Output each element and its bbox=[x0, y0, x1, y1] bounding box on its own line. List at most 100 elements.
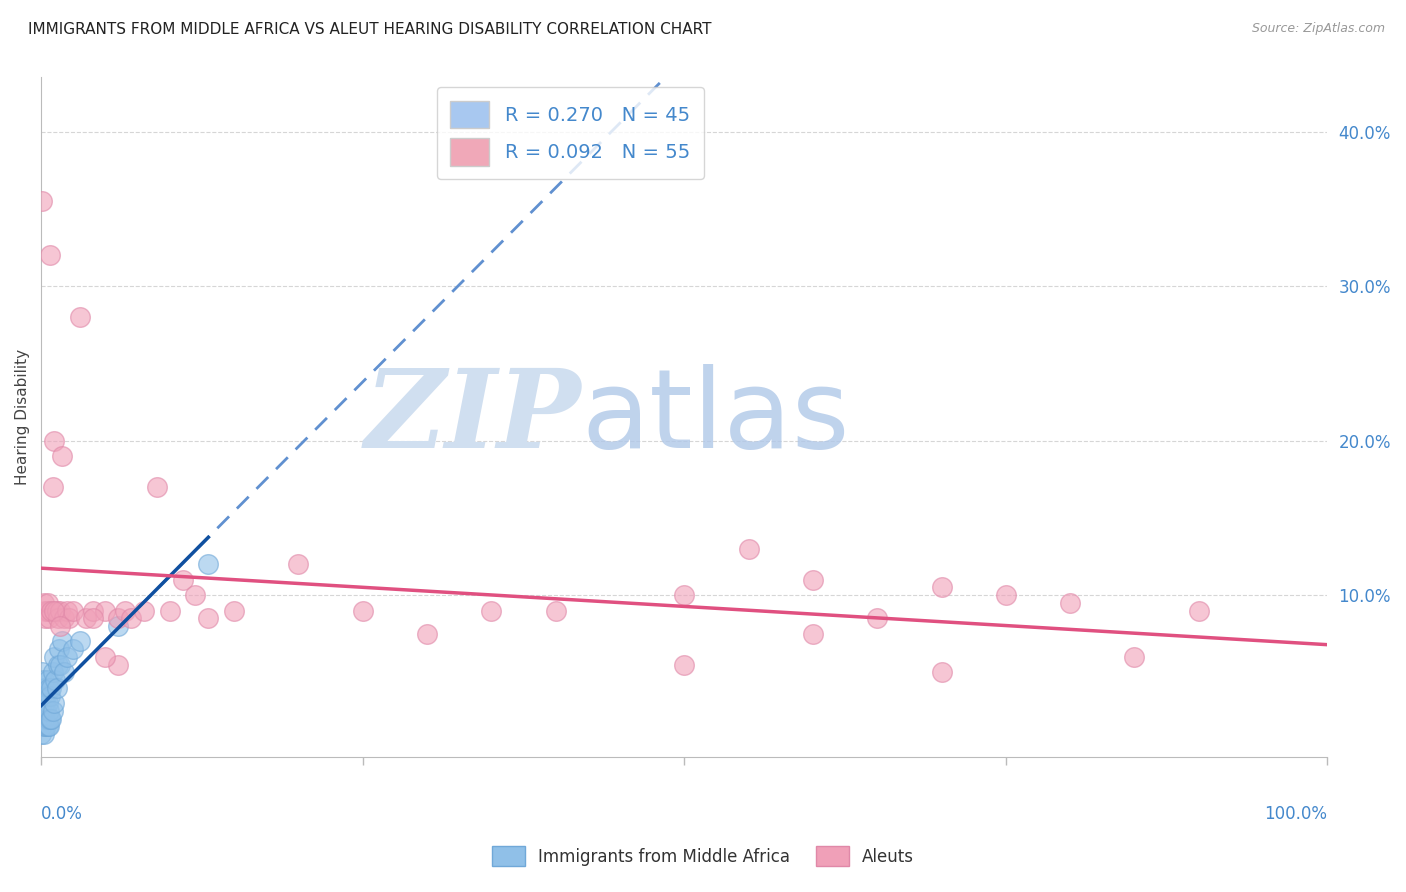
Point bbox=[31, 712, 53, 726]
Point bbox=[38, 611, 60, 625]
Point bbox=[32, 727, 55, 741]
Point bbox=[114, 604, 136, 618]
Point bbox=[41, 712, 63, 726]
Point bbox=[31, 194, 53, 208]
Point bbox=[120, 611, 142, 625]
Point bbox=[44, 673, 66, 687]
Point bbox=[673, 588, 696, 602]
Legend: Immigrants from Middle Africa, Aleuts: Immigrants from Middle Africa, Aleuts bbox=[484, 838, 922, 875]
Point bbox=[49, 657, 72, 672]
Point bbox=[51, 449, 73, 463]
Point bbox=[53, 611, 76, 625]
Point bbox=[352, 604, 374, 618]
Point bbox=[41, 665, 63, 680]
Point bbox=[107, 619, 129, 633]
Point bbox=[49, 619, 72, 633]
Point bbox=[75, 611, 97, 625]
Text: IMMIGRANTS FROM MIDDLE AFRICA VS ALEUT HEARING DISABILITY CORRELATION CHART: IMMIGRANTS FROM MIDDLE AFRICA VS ALEUT H… bbox=[28, 22, 711, 37]
Point bbox=[801, 627, 824, 641]
Point bbox=[41, 604, 63, 618]
Point bbox=[32, 689, 55, 703]
Point bbox=[62, 604, 84, 618]
Point bbox=[866, 611, 889, 625]
Point bbox=[479, 604, 502, 618]
Point bbox=[51, 634, 73, 648]
Point bbox=[34, 604, 56, 618]
Point bbox=[32, 596, 55, 610]
Point bbox=[222, 604, 245, 618]
Point bbox=[37, 696, 59, 710]
Point bbox=[1123, 649, 1146, 664]
Point bbox=[48, 642, 70, 657]
Point bbox=[38, 704, 60, 718]
Point bbox=[107, 611, 129, 625]
Text: 100.0%: 100.0% bbox=[1264, 805, 1327, 823]
Point bbox=[38, 719, 60, 733]
Point bbox=[37, 596, 59, 610]
Point bbox=[172, 573, 194, 587]
Y-axis label: Hearing Disability: Hearing Disability bbox=[15, 350, 30, 485]
Point bbox=[56, 604, 79, 618]
Point bbox=[107, 657, 129, 672]
Point bbox=[197, 611, 219, 625]
Point bbox=[69, 634, 91, 648]
Point bbox=[31, 719, 53, 733]
Point bbox=[31, 696, 53, 710]
Point bbox=[45, 681, 67, 695]
Point bbox=[159, 604, 181, 618]
Point bbox=[1059, 596, 1081, 610]
Point bbox=[58, 611, 80, 625]
Point bbox=[94, 604, 117, 618]
Point bbox=[287, 558, 309, 572]
Point bbox=[31, 665, 53, 680]
Text: ZIP: ZIP bbox=[364, 364, 581, 471]
Point bbox=[82, 611, 104, 625]
Point bbox=[34, 712, 56, 726]
Point bbox=[931, 665, 953, 680]
Point bbox=[32, 704, 55, 718]
Text: 0.0%: 0.0% bbox=[41, 805, 83, 823]
Point bbox=[41, 480, 63, 494]
Point bbox=[37, 719, 59, 733]
Point bbox=[737, 541, 759, 556]
Point bbox=[1188, 604, 1211, 618]
Point bbox=[994, 588, 1017, 602]
Point bbox=[31, 704, 53, 718]
Point bbox=[38, 681, 60, 695]
Point bbox=[69, 310, 91, 324]
Point bbox=[37, 673, 59, 687]
Point bbox=[673, 657, 696, 672]
Point bbox=[62, 642, 84, 657]
Point bbox=[30, 727, 52, 741]
Point bbox=[41, 704, 63, 718]
Point bbox=[32, 712, 55, 726]
Point bbox=[35, 689, 58, 703]
Point bbox=[45, 604, 67, 618]
Point bbox=[32, 673, 55, 687]
Point bbox=[37, 604, 59, 618]
Point bbox=[56, 649, 79, 664]
Text: Source: ZipAtlas.com: Source: ZipAtlas.com bbox=[1251, 22, 1385, 36]
Point bbox=[42, 434, 65, 448]
Point bbox=[931, 581, 953, 595]
Point bbox=[94, 649, 117, 664]
Point bbox=[46, 657, 69, 672]
Point bbox=[416, 627, 439, 641]
Point bbox=[34, 696, 56, 710]
Point bbox=[82, 604, 104, 618]
Point bbox=[41, 681, 63, 695]
Point bbox=[146, 480, 169, 494]
Point bbox=[49, 604, 72, 618]
Point bbox=[42, 649, 65, 664]
Point bbox=[46, 611, 69, 625]
Point bbox=[39, 689, 62, 703]
Point bbox=[42, 604, 65, 618]
Point bbox=[39, 248, 62, 262]
Point bbox=[544, 604, 567, 618]
Point bbox=[39, 712, 62, 726]
Point bbox=[184, 588, 207, 602]
Point bbox=[34, 681, 56, 695]
Point bbox=[34, 719, 56, 733]
Point bbox=[37, 712, 59, 726]
Point bbox=[53, 665, 76, 680]
